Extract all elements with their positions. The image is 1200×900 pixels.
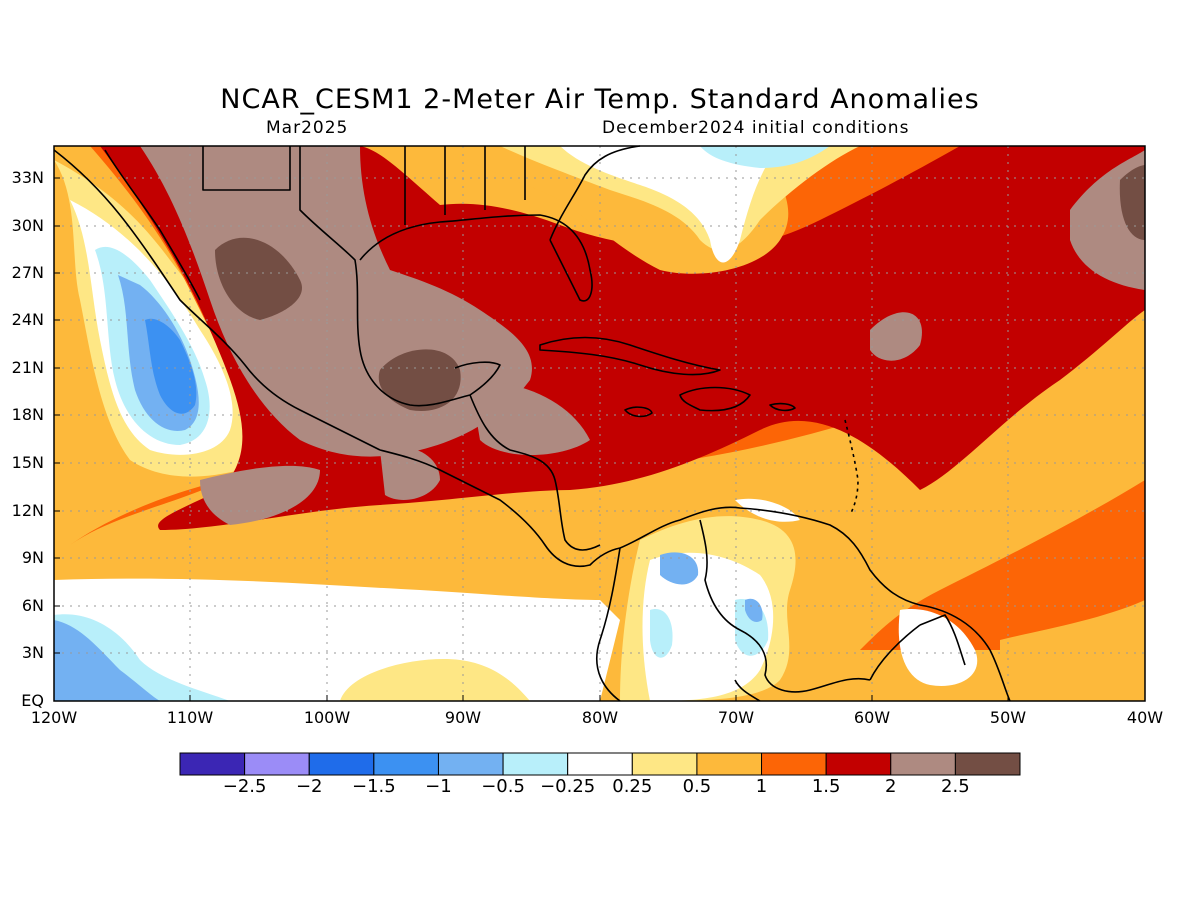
lon-label: 90W — [444, 708, 482, 727]
coastlines — [53, 145, 1011, 702]
colorbar-swatch — [244, 752, 310, 776]
lat-label: 3N — [21, 643, 44, 662]
field-neg-colombia-c — [745, 598, 763, 622]
coast-us-east — [549, 145, 641, 241]
lon-label: 100W — [303, 708, 351, 727]
grid-lines — [54, 146, 1145, 701]
anomaly-field — [54, 146, 1145, 701]
colorbar-label: −1 — [425, 776, 452, 797]
colorbar-label: 1.5 — [811, 776, 841, 797]
lon-label: 110W — [166, 708, 214, 727]
field-neg-northeast — [700, 146, 830, 168]
coast-central-america-pacific — [379, 449, 621, 567]
coast-baja — [104, 149, 201, 301]
lat-label: 21N — [11, 358, 44, 377]
border-guianas — [869, 614, 966, 681]
field-above-2.5-a — [215, 237, 302, 320]
border-us-mexico-west — [202, 146, 291, 191]
field-neg-colombia-a — [660, 552, 699, 585]
colorbar-swatch — [631, 752, 698, 776]
lat-label: 6N — [21, 596, 44, 615]
island-puerto-rico — [769, 402, 796, 412]
colorbar-label: 0.5 — [682, 776, 712, 797]
field-near-zero-guianas — [898, 609, 978, 686]
colorbar-label: −2 — [295, 776, 323, 797]
island-jamaica — [624, 406, 653, 418]
tick-marks — [54, 177, 1009, 701]
field-neg-west-c — [145, 318, 197, 414]
colorbar-label: 0.25 — [612, 776, 653, 797]
lat-label: 24N — [11, 310, 44, 329]
lat-label: 30N — [11, 216, 44, 235]
lon-label: 40W — [1126, 708, 1164, 727]
colorbar — [179, 752, 1021, 776]
lon-label: 70W — [717, 708, 755, 727]
field-0.25-0.5-south — [340, 659, 530, 701]
coast-central-america-caribbean — [469, 394, 601, 551]
lat-label: 12N — [11, 501, 44, 520]
lat-label: 27N — [11, 263, 44, 282]
colorbar-swatch — [179, 752, 246, 776]
coast-colombia-pacific — [595, 547, 621, 702]
lat-label: 15N — [11, 453, 44, 472]
border-brazil — [734, 679, 761, 702]
field-near-zero-colombia — [642, 552, 774, 701]
colorbar-swatch — [502, 752, 569, 776]
colorbar-label: 2 — [885, 776, 897, 797]
lon-label: 120W — [30, 708, 78, 727]
field-2-2.5-honduras — [470, 380, 590, 455]
island-cuba — [539, 336, 721, 376]
colorbar-swatch — [761, 752, 827, 776]
colorbar-swatch — [954, 752, 1021, 776]
lon-label: 50W — [989, 708, 1027, 727]
lat-label: 9N — [21, 548, 44, 567]
borders-us-states — [404, 146, 526, 225]
lat-label: 18N — [11, 405, 44, 424]
colorbar-label: −0.5 — [481, 776, 525, 797]
initial-conditions: December2024 initial conditions — [602, 118, 910, 138]
colorbar-swatch — [373, 752, 439, 776]
coast-gulf-west — [299, 146, 501, 407]
field-2-2.5-atlantic — [870, 312, 922, 361]
lat-label: EQ — [21, 691, 44, 710]
colorbar-swatch — [308, 752, 375, 776]
colorbar-label: 1 — [755, 776, 768, 797]
colorbar-swatch — [825, 752, 892, 776]
colorbar-swatch — [890, 752, 956, 776]
colorbar-label: 2.5 — [941, 776, 970, 797]
field-neg-south-b — [54, 620, 160, 701]
border-colombia-venezuela — [699, 519, 871, 693]
colorbar-swatch — [696, 752, 763, 776]
forecast-month: Mar2025 — [266, 118, 349, 138]
field-above-2.5-c — [1119, 165, 1145, 240]
field-2-2.5-pacific — [200, 465, 320, 525]
field-2-2.5-guatemala — [380, 446, 440, 500]
colorbar-swatch — [437, 752, 504, 776]
colorbar-label: −1.5 — [351, 776, 396, 797]
colorbar-label: −2.5 — [222, 776, 267, 797]
coast-gulf-north-florida — [359, 214, 593, 302]
colorbar-label: −0.25 — [540, 776, 596, 797]
map-title: NCAR_CESM1 2-Meter Air Temp. Standard An… — [220, 84, 980, 115]
field-above-2.5-b — [378, 349, 461, 411]
island-hispaniola — [679, 386, 751, 412]
lon-label: 60W — [853, 708, 891, 727]
coast-mexico-pacific — [53, 149, 381, 451]
field-near-zero-northeast — [560, 146, 780, 263]
colorbar-swatch — [567, 752, 633, 776]
lat-label: 33N — [11, 168, 44, 187]
coast-south-america-north — [619, 506, 1011, 702]
field-0.5-1-southeast — [1000, 600, 1145, 701]
field-neg-colombia-d — [650, 609, 673, 658]
lon-label: 80W — [581, 708, 619, 727]
